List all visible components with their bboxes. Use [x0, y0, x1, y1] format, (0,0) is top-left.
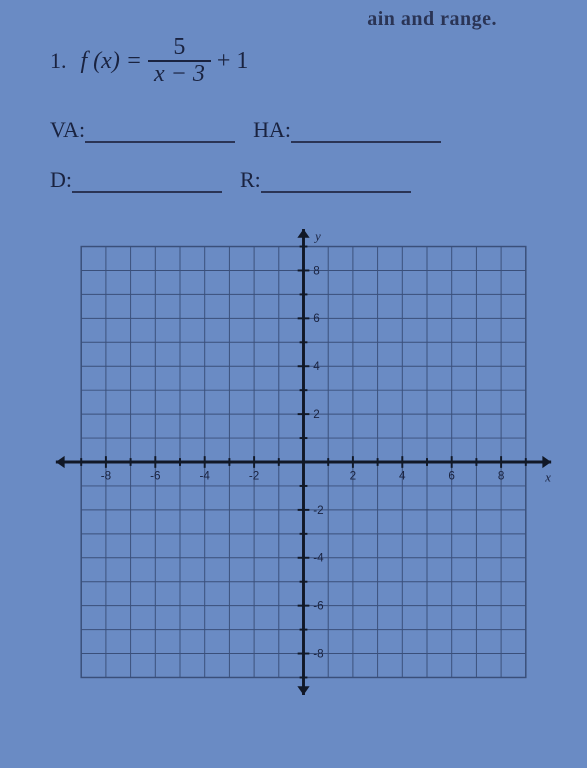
svg-text:-4: -4	[199, 470, 210, 483]
r-label: R:	[240, 167, 261, 193]
coordinate-grid: -8 -6 -4 -2 2 4 6 8 -8 -6 -4 -2 2 4 6 8 x y	[50, 217, 557, 707]
svg-text:-2: -2	[249, 470, 259, 483]
fraction-numerator: 5	[167, 35, 191, 60]
svg-text:-8: -8	[313, 648, 323, 661]
svg-text:-8: -8	[101, 470, 111, 483]
svg-text:-6: -6	[313, 600, 323, 613]
svg-text:6: 6	[448, 470, 455, 483]
d-blank	[72, 169, 222, 193]
problem-number: 1.	[50, 48, 67, 74]
va-blank	[85, 119, 235, 143]
ha-label: HA:	[253, 117, 291, 143]
fraction-denominator: x − 3	[148, 60, 211, 87]
equation-lhs: f (x) =	[81, 48, 143, 75]
header-fragment: ain and range.	[50, 8, 557, 31]
svg-text:-6: -6	[150, 470, 160, 483]
fraction: 5 x − 3	[148, 35, 211, 87]
svg-text:2: 2	[350, 470, 357, 483]
svg-text:y: y	[313, 230, 321, 244]
svg-text:8: 8	[313, 265, 320, 278]
svg-text:6: 6	[313, 313, 320, 326]
svg-text:-2: -2	[313, 504, 323, 517]
svg-text:2: 2	[313, 408, 320, 421]
problem-equation: 1. f (x) = 5 x − 3 + 1	[50, 35, 557, 87]
equation-tail: + 1	[217, 48, 249, 75]
ha-blank	[291, 119, 441, 143]
svg-text:8: 8	[498, 470, 505, 483]
answer-blanks: VA: HA: D: R:	[50, 117, 557, 193]
svg-text:4: 4	[399, 470, 406, 483]
svg-text:x: x	[544, 471, 551, 485]
va-label: VA:	[50, 117, 85, 143]
r-blank	[261, 169, 411, 193]
d-label: D:	[50, 167, 72, 193]
svg-text:-4: -4	[313, 552, 324, 565]
svg-text:4: 4	[313, 361, 320, 374]
